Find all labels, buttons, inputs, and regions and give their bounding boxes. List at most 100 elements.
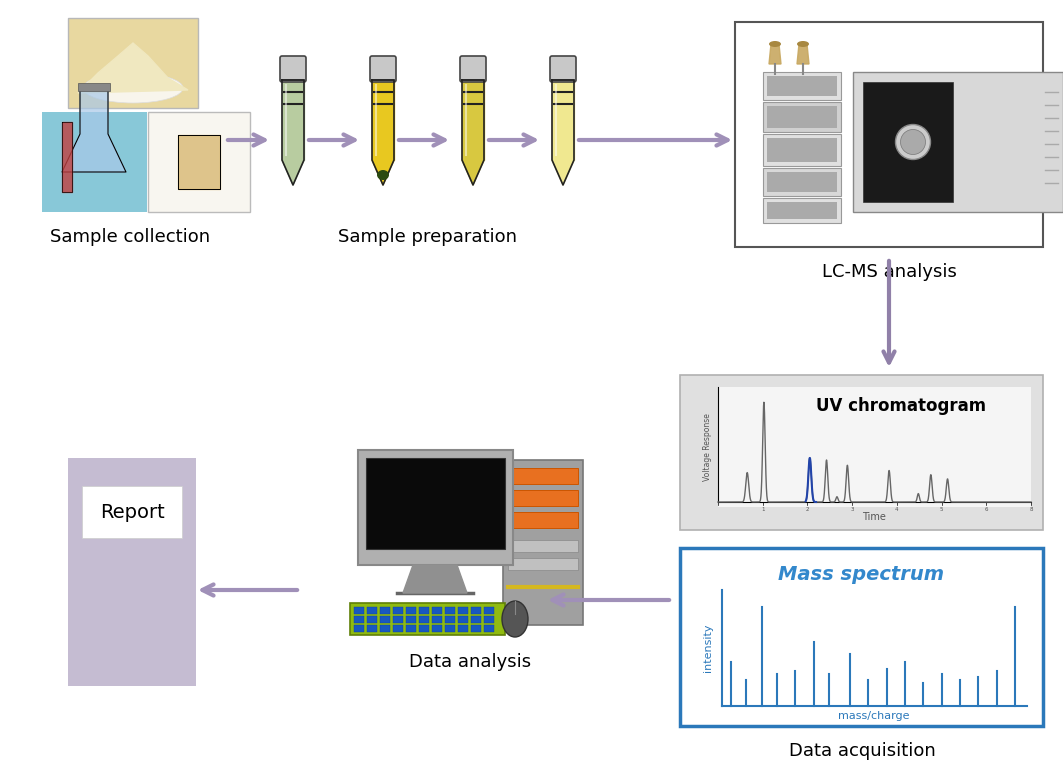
Polygon shape: [797, 44, 809, 64]
Polygon shape: [552, 80, 574, 160]
Bar: [78, 83, 109, 91]
Bar: [406, 616, 416, 623]
Bar: [419, 616, 429, 623]
Text: mass/charge: mass/charge: [839, 711, 910, 721]
Text: LC-MS analysis: LC-MS analysis: [822, 263, 957, 281]
Bar: [354, 607, 364, 614]
Ellipse shape: [900, 130, 926, 155]
Bar: [406, 625, 416, 632]
Bar: [853, 72, 1063, 212]
Ellipse shape: [797, 41, 809, 47]
Text: Sample preparation: Sample preparation: [338, 228, 518, 246]
Bar: [148, 112, 250, 212]
Bar: [406, 607, 416, 614]
Text: intensity: intensity: [703, 624, 713, 673]
Bar: [484, 607, 494, 614]
Polygon shape: [462, 80, 484, 160]
Bar: [432, 607, 442, 614]
Polygon shape: [372, 80, 394, 160]
Bar: [350, 603, 505, 635]
Bar: [484, 616, 494, 623]
Polygon shape: [78, 43, 188, 93]
Bar: [508, 540, 578, 552]
Text: 8: 8: [1029, 507, 1033, 512]
Bar: [393, 607, 403, 614]
Text: 4: 4: [895, 507, 898, 512]
Text: Voltage Response: Voltage Response: [704, 413, 712, 481]
FancyBboxPatch shape: [280, 56, 306, 82]
Bar: [503, 460, 583, 625]
FancyBboxPatch shape: [460, 56, 486, 82]
Bar: [419, 607, 429, 614]
Bar: [735, 22, 1043, 247]
Bar: [508, 512, 578, 528]
Bar: [767, 138, 837, 162]
Text: Mass spectrum: Mass spectrum: [778, 565, 944, 583]
Bar: [393, 625, 403, 632]
Ellipse shape: [895, 124, 930, 160]
Bar: [763, 72, 841, 100]
Bar: [458, 616, 468, 623]
Bar: [471, 607, 480, 614]
Bar: [354, 616, 364, 623]
Bar: [367, 616, 377, 623]
Bar: [763, 134, 841, 166]
Bar: [863, 82, 954, 202]
Polygon shape: [282, 80, 304, 160]
Text: Sample collection: Sample collection: [50, 228, 210, 246]
FancyBboxPatch shape: [550, 56, 576, 82]
Polygon shape: [178, 135, 220, 189]
Text: 5: 5: [940, 507, 943, 512]
Bar: [379, 616, 390, 623]
Ellipse shape: [83, 73, 183, 103]
Bar: [767, 202, 837, 219]
Polygon shape: [62, 122, 72, 192]
Bar: [445, 607, 455, 614]
Ellipse shape: [502, 601, 528, 637]
Bar: [419, 625, 429, 632]
Ellipse shape: [769, 41, 781, 47]
Bar: [763, 168, 841, 196]
Bar: [763, 198, 841, 223]
Bar: [358, 450, 513, 565]
Bar: [680, 375, 1043, 530]
Bar: [767, 106, 837, 128]
Text: UV chromatogram: UV chromatogram: [816, 397, 986, 415]
Polygon shape: [282, 160, 304, 185]
Bar: [432, 625, 442, 632]
Bar: [471, 616, 480, 623]
Text: Report: Report: [100, 503, 165, 522]
FancyBboxPatch shape: [370, 56, 396, 82]
Bar: [445, 616, 455, 623]
Polygon shape: [403, 565, 467, 593]
Bar: [68, 18, 198, 108]
Bar: [445, 625, 455, 632]
Text: 3: 3: [850, 507, 854, 512]
Ellipse shape: [513, 602, 523, 612]
Text: 1: 1: [761, 507, 764, 512]
Ellipse shape: [377, 170, 389, 180]
Text: 6: 6: [984, 507, 988, 512]
Polygon shape: [62, 89, 126, 172]
Polygon shape: [462, 160, 484, 185]
Bar: [508, 558, 578, 570]
Bar: [680, 548, 1043, 726]
Bar: [393, 616, 403, 623]
Bar: [471, 625, 480, 632]
Bar: [379, 625, 390, 632]
Bar: [82, 486, 182, 538]
Bar: [508, 468, 578, 484]
Text: Time: Time: [862, 512, 885, 522]
Polygon shape: [372, 160, 394, 185]
Bar: [367, 625, 377, 632]
Bar: [68, 458, 196, 686]
Bar: [458, 625, 468, 632]
Bar: [354, 625, 364, 632]
Bar: [43, 112, 147, 212]
Text: Data analysis: Data analysis: [409, 653, 532, 671]
Bar: [458, 607, 468, 614]
Bar: [379, 607, 390, 614]
Text: 2: 2: [806, 507, 809, 512]
Polygon shape: [769, 44, 781, 64]
Bar: [763, 102, 841, 132]
